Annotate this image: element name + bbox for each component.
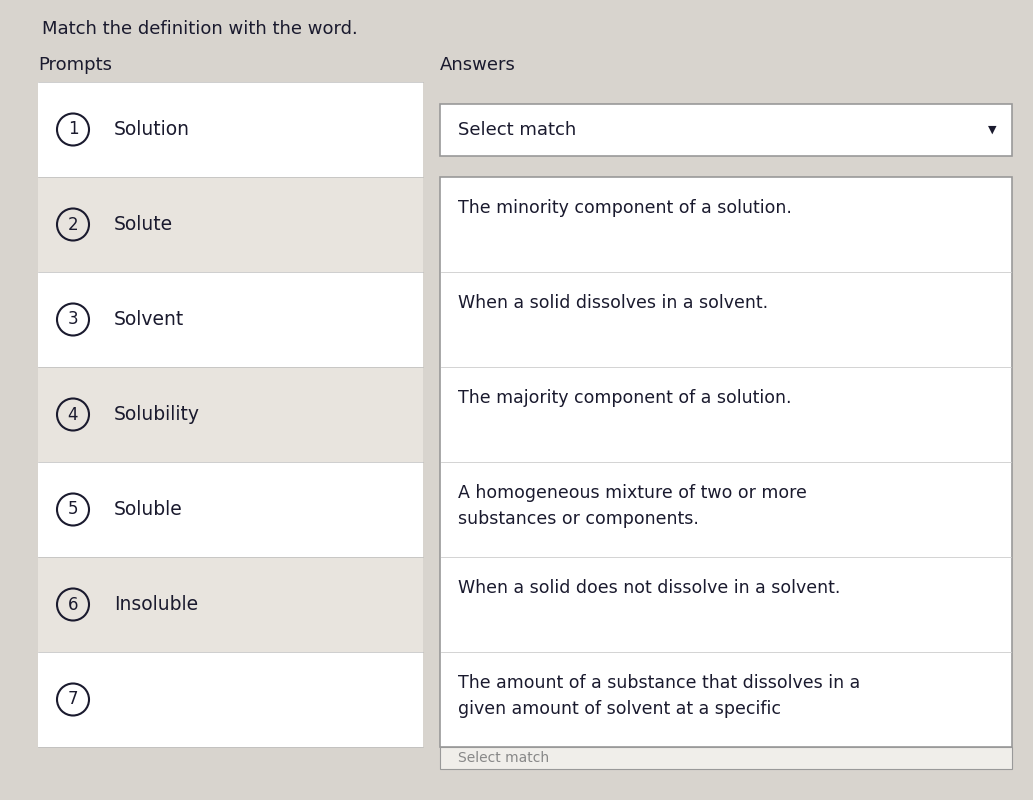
Text: Solution: Solution (114, 120, 190, 139)
Text: When a solid dissolves in a solvent.: When a solid dissolves in a solvent. (458, 294, 769, 312)
Text: 7: 7 (68, 690, 79, 709)
Text: 4: 4 (68, 406, 79, 423)
Text: Solute: Solute (114, 215, 174, 234)
Text: Solubility: Solubility (114, 405, 200, 424)
FancyBboxPatch shape (440, 747, 1012, 769)
Text: Select match: Select match (458, 121, 576, 139)
Text: Answers: Answers (440, 56, 515, 74)
Text: ▼: ▼ (988, 125, 996, 135)
FancyBboxPatch shape (38, 82, 422, 177)
FancyBboxPatch shape (38, 652, 422, 747)
Text: The minority component of a solution.: The minority component of a solution. (458, 199, 792, 217)
Text: Solvent: Solvent (114, 310, 184, 329)
Text: Soluble: Soluble (114, 500, 183, 519)
Text: Insoluble: Insoluble (114, 595, 198, 614)
Text: Prompts: Prompts (38, 56, 112, 74)
Text: 6: 6 (68, 595, 79, 614)
FancyBboxPatch shape (440, 104, 1012, 156)
FancyBboxPatch shape (38, 462, 422, 557)
FancyBboxPatch shape (38, 557, 422, 652)
Text: When a solid does not dissolve in a solvent.: When a solid does not dissolve in a solv… (458, 579, 841, 597)
Text: Match the definition with the word.: Match the definition with the word. (42, 20, 357, 38)
FancyBboxPatch shape (38, 272, 422, 367)
FancyBboxPatch shape (440, 177, 1012, 747)
FancyBboxPatch shape (38, 367, 422, 462)
Text: Select match: Select match (458, 751, 550, 765)
Text: The majority component of a solution.: The majority component of a solution. (458, 389, 791, 407)
Text: A homogeneous mixture of two or more
substances or components.: A homogeneous mixture of two or more sub… (458, 484, 807, 528)
Text: 3: 3 (68, 310, 79, 329)
FancyBboxPatch shape (38, 177, 422, 272)
Text: 2: 2 (68, 215, 79, 234)
Text: 5: 5 (68, 501, 79, 518)
Text: The amount of a substance that dissolves in a
given amount of solvent at a speci: The amount of a substance that dissolves… (458, 674, 860, 718)
Text: 1: 1 (68, 121, 79, 138)
